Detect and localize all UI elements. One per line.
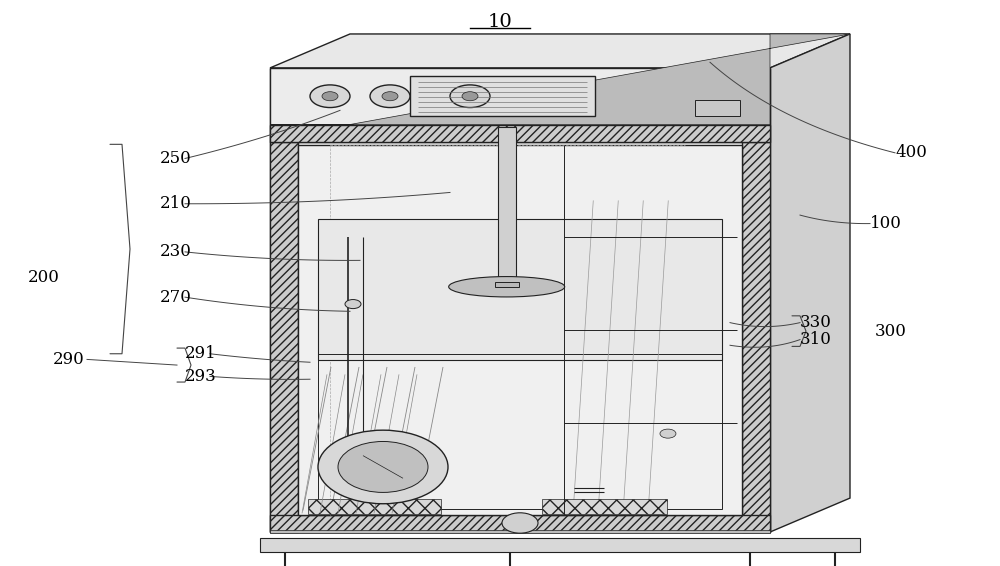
Bar — [542, 499, 667, 514]
Text: 200: 200 — [28, 269, 60, 286]
Bar — [270, 142, 298, 532]
Bar — [495, 282, 519, 287]
Text: 330: 330 — [800, 314, 832, 331]
Text: 400: 400 — [895, 144, 927, 161]
Text: 310: 310 — [800, 331, 832, 348]
Circle shape — [310, 85, 350, 108]
Bar — [695, 100, 740, 116]
Bar — [318, 354, 722, 509]
Bar — [270, 515, 770, 532]
Bar — [308, 499, 441, 514]
Text: 291: 291 — [185, 345, 217, 362]
Circle shape — [318, 430, 448, 504]
Circle shape — [322, 92, 338, 101]
Circle shape — [338, 441, 428, 492]
Text: 210: 210 — [160, 195, 192, 212]
Bar — [270, 68, 770, 142]
Text: 230: 230 — [160, 243, 192, 260]
Bar — [298, 145, 742, 515]
Bar — [260, 538, 860, 552]
Polygon shape — [270, 34, 850, 125]
Bar — [742, 142, 770, 532]
Circle shape — [345, 299, 361, 308]
Text: 270: 270 — [160, 289, 192, 306]
Polygon shape — [270, 34, 850, 68]
Ellipse shape — [449, 277, 565, 297]
Circle shape — [462, 92, 478, 101]
Text: 100: 100 — [870, 215, 902, 232]
Circle shape — [370, 85, 410, 108]
Text: 10: 10 — [488, 12, 512, 31]
Text: 290: 290 — [53, 351, 85, 368]
Bar — [270, 530, 770, 533]
Circle shape — [660, 429, 676, 438]
Bar — [498, 127, 516, 282]
Circle shape — [502, 513, 538, 533]
Bar — [270, 68, 770, 532]
Circle shape — [450, 85, 490, 108]
Circle shape — [382, 92, 398, 101]
Bar — [410, 76, 595, 116]
Text: 300: 300 — [875, 323, 907, 340]
Bar — [270, 125, 770, 142]
Polygon shape — [770, 34, 850, 532]
Bar — [318, 219, 722, 359]
Text: 250: 250 — [160, 150, 192, 167]
Text: 293: 293 — [185, 368, 217, 385]
